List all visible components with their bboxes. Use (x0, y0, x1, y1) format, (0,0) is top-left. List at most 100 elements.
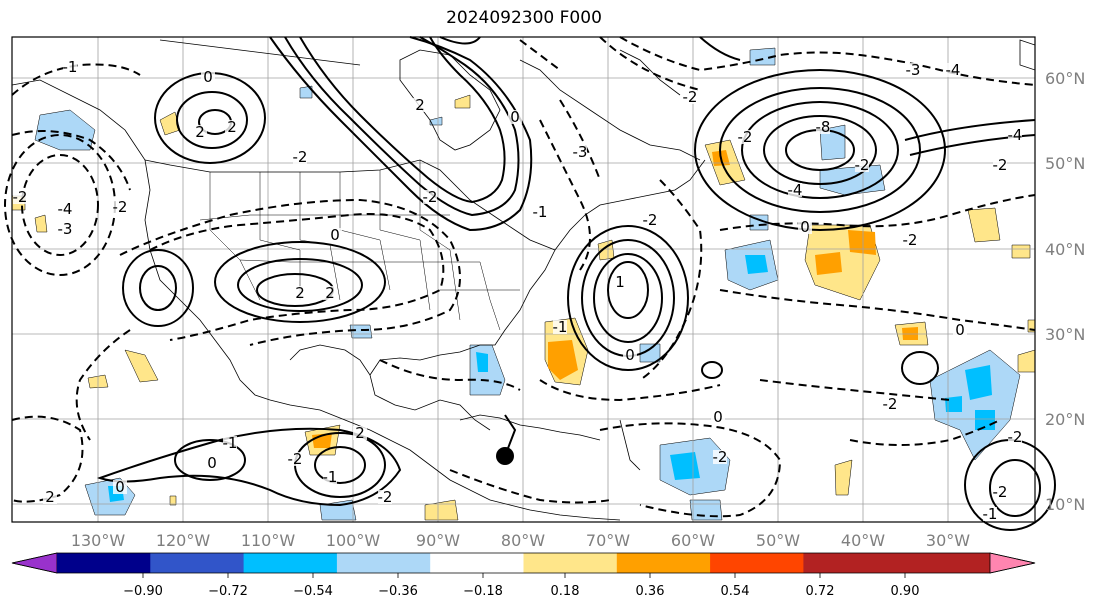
colorbar-extend-low (11, 552, 58, 574)
contour-label: 2 (325, 284, 335, 302)
longitude-label: 120°W (156, 531, 211, 550)
contour-label: -2 (903, 231, 918, 249)
storm-center-marker (496, 414, 517, 465)
colorbar-tick-label: 0.72 (806, 584, 835, 599)
contour-label: -3 (58, 220, 73, 238)
longitude-label: 70°W (586, 531, 630, 550)
contour-label: 0 (207, 454, 217, 472)
longitude-labels: 130°W 120°W 110°W 100°W 90°W 80°W 70°W 60°W 50°W… (71, 531, 970, 550)
contour-label: -8 (816, 118, 831, 136)
contour-label: -2 (993, 483, 1008, 501)
colorbar-segment (616, 553, 711, 573)
contour-label: -1 (983, 505, 998, 523)
contour-label: -4 (946, 61, 961, 79)
contour-label: -2 (643, 211, 658, 229)
contour-labels: 02 2-2-4-3-2-22-202-8-2-4-2-20-2-2-40-2-2… (13, 58, 1023, 523)
colorbar-tick-label: 0.18 (551, 584, 580, 599)
contour-label: -2 (288, 450, 303, 468)
latitude-labels: 60°N 50°N 40°N 30°N 20°N 10°N (1045, 69, 1085, 514)
contour-label: -2 (13, 188, 28, 206)
contour-label: -2 (855, 156, 870, 174)
contour-label: -3 (573, 143, 588, 161)
colorbar-segment (150, 553, 245, 573)
graticule (12, 37, 1035, 522)
longitude-label: 80°W (501, 531, 545, 550)
contour-label: 2 (45, 488, 55, 506)
contour-label: -2 (738, 128, 753, 146)
contour-label: -1 (223, 434, 238, 452)
dashed-contours (4, 36, 1036, 518)
colorbar-segment (803, 553, 898, 573)
colorbar-tick-label: −0.72 (208, 584, 248, 599)
contour-label: -2 (423, 188, 438, 206)
contour-label: 0 (713, 408, 723, 426)
contour-label: -1 (533, 203, 548, 221)
contour-label: 0 (203, 68, 213, 86)
contour-label: 0 (800, 218, 810, 236)
colorbar-extend-high (989, 552, 1036, 574)
colorbar-tick-label: 0.90 (891, 584, 920, 599)
contour-label: 2 (227, 118, 237, 136)
contour-label: 1 (615, 273, 625, 291)
latitude-label: 60°N (1045, 69, 1085, 88)
contour-label: -2 (683, 88, 698, 106)
map-title: 2024092300 F000 (446, 8, 602, 28)
latitude-label: 10°N (1045, 495, 1085, 514)
contour-label: -1 (63, 58, 78, 76)
longitude-label: 100°W (326, 531, 381, 550)
colorbar-tick-label: −0.54 (293, 584, 333, 599)
contour-label: 0 (115, 478, 125, 496)
contour-label: 0 (510, 108, 520, 126)
colorbar-segment (710, 553, 804, 573)
contour-label: -2 (113, 198, 128, 216)
contour-label: -2 (378, 488, 393, 506)
colorbar-segment (523, 553, 618, 573)
longitude-label: 50°W (756, 531, 800, 550)
latitude-label: 20°N (1045, 410, 1085, 429)
contour-label: 0 (625, 346, 635, 364)
contour-label: -4 (1008, 126, 1023, 144)
longitude-label: 110°W (241, 531, 296, 550)
colorbar-tick-label: −0.36 (378, 584, 418, 599)
contour-label: 0 (330, 226, 340, 244)
colorbar-tick-label: −0.90 (123, 584, 163, 599)
contour-label: -4 (788, 181, 803, 199)
colorbar-tick-label: −0.18 (463, 584, 503, 599)
contour-label: -3 (906, 61, 921, 79)
longitude-label: 60°W (671, 531, 715, 550)
longitude-label: 90°W (416, 531, 460, 550)
contour-label: -2 (1008, 428, 1023, 446)
contour-label: 2 (355, 424, 365, 442)
longitude-label: 30°W (926, 531, 970, 550)
colorbar: −0.90 −0.72 −0.54 −0.36 −0.18 0.18 0.36 0.54 0.7… (11, 552, 1036, 599)
longitude-label: 40°W (841, 531, 885, 550)
contour-label: -4 (58, 200, 73, 218)
latitude-label: 50°N (1045, 154, 1085, 173)
contour-label: 0 (955, 321, 965, 339)
contour-label: -1 (323, 468, 338, 486)
contour-label: 2 (415, 96, 425, 114)
colorbar-tick-label: 0.36 (636, 584, 665, 599)
contour-label: -1 (553, 318, 568, 336)
colorbar-segment (430, 553, 524, 573)
latitude-label: 40°N (1045, 240, 1085, 259)
state-borders (199, 160, 520, 331)
contour-label: -2 (993, 156, 1008, 174)
longitude-label: 130°W (71, 531, 126, 550)
contour-label: 2 (295, 284, 305, 302)
colorbar-tick-label: 0.54 (721, 584, 750, 599)
latitude-label: 30°N (1045, 325, 1085, 344)
map-frame (11, 36, 1036, 523)
contour-label: 2 (195, 123, 205, 141)
colorbar-segment (57, 553, 151, 573)
colorbar-segment (896, 553, 990, 573)
shaded-anomalies (11, 47, 1036, 521)
contour-label: -2 (293, 148, 308, 166)
contour-label: -2 (883, 395, 898, 413)
contour-label: -2 (713, 448, 728, 466)
coastlines (11, 39, 1036, 521)
colorbar-segment (243, 553, 338, 573)
height-anomaly-contours (97, 36, 1056, 531)
colorbar-segment (336, 553, 431, 573)
